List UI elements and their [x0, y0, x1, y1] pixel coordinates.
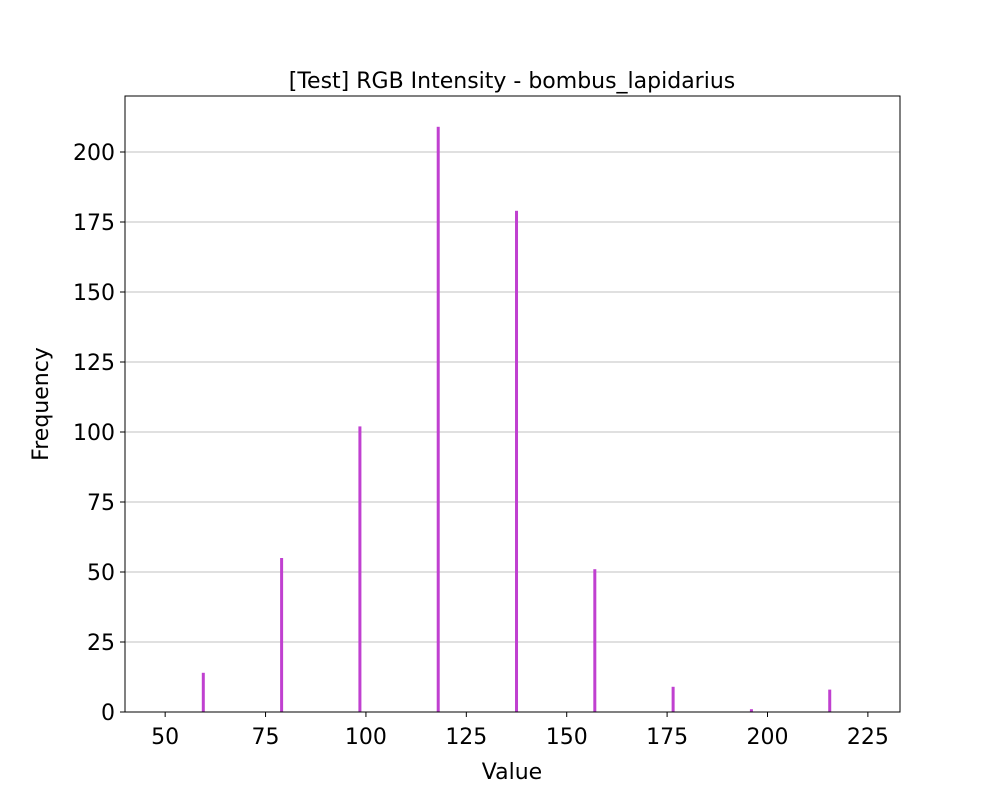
histogram-bar — [828, 689, 832, 712]
histogram-bar — [358, 426, 362, 712]
bars — [201, 126, 832, 713]
y-tick-label: 75 — [87, 491, 115, 516]
x-tick-label: 50 — [151, 725, 179, 750]
y-tick-label: 125 — [73, 351, 115, 376]
y-tick-label: 200 — [73, 141, 115, 166]
x-tick-label: 225 — [847, 725, 889, 750]
histogram-bar — [201, 672, 205, 712]
y-tick-label: 0 — [101, 701, 115, 726]
y-tick-label: 25 — [87, 631, 115, 656]
histogram-bar — [436, 126, 440, 713]
histogram-bar — [280, 558, 284, 712]
chart-title: [Test] RGB Intensity - bombus_lapidarius — [289, 69, 736, 94]
y-axis-label: Frequency — [29, 347, 54, 461]
histogram-bar — [749, 709, 753, 712]
histogram-bar — [593, 569, 597, 712]
x-tick-label: 100 — [345, 725, 387, 750]
plot-frame — [124, 95, 901, 713]
y-tick-label: 175 — [73, 211, 115, 236]
y-tick-label: 50 — [87, 561, 115, 586]
x-axis: 50 75 100 125 150 175 200 225 — [151, 712, 889, 750]
x-tick-label: 125 — [445, 725, 487, 750]
y-tick-label: 150 — [73, 281, 115, 306]
y-axis: 0 25 50 75 100 125 150 175 200 — [73, 141, 125, 726]
x-tick-label: 200 — [746, 725, 788, 750]
x-tick-label: 75 — [252, 725, 280, 750]
x-tick-label: 175 — [646, 725, 688, 750]
gridlines — [125, 151, 900, 643]
x-axis-label: Value — [482, 760, 542, 785]
x-tick-label: 150 — [546, 725, 588, 750]
histogram-bar — [671, 686, 675, 712]
y-tick-label: 100 — [73, 421, 115, 446]
histogram-bar — [515, 210, 519, 713]
